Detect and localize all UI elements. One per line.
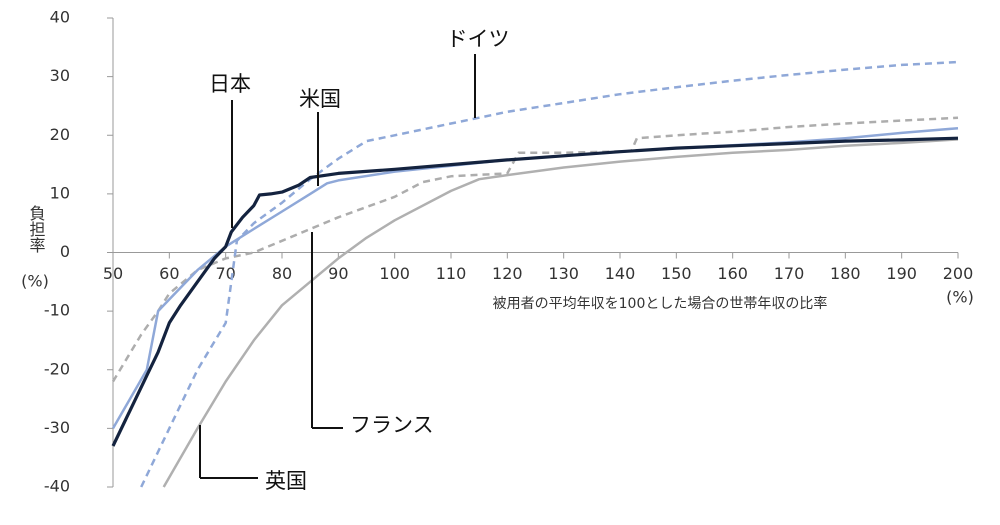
y-axis-unit: (%) [21,272,49,291]
x-tick-label: 110 [436,264,467,283]
x-axis-unit: (%) [946,288,974,307]
y-tick-label: 30 [50,66,70,85]
x-tick-label: 100 [379,264,410,283]
series-label: フランス [350,413,434,437]
x-tick-label: 130 [548,264,579,283]
x-tick-label: 90 [328,264,348,283]
series-label: ドイツ [447,27,510,51]
series-line [111,136,959,447]
x-tick-label: 60 [159,264,179,283]
series-label: 日本 [209,72,251,96]
y-axis-label: 負担率 [27,205,46,253]
y-tick-label: -40 [44,477,70,496]
x-axis-label: 被用者の平均年収を100とした場合の世帯年収の比率 [493,295,828,312]
series-line [140,60,959,488]
series-label: 米国 [299,87,341,111]
series-label: 英国 [265,469,307,493]
y-tick-label: 0 [60,242,70,261]
series-line [162,138,959,488]
x-tick-label: 190 [886,264,917,283]
y-tick-label: 40 [50,8,70,27]
x-tick-label: 170 [774,264,805,283]
x-tick-label: 50 [103,264,123,283]
x-tick-label: 120 [492,264,523,283]
x-tick-label: 140 [605,264,636,283]
y-tick-label: 20 [50,125,70,144]
x-tick-label: 160 [717,264,748,283]
x-tick-label: 150 [661,264,692,283]
y-tick-label: -20 [44,359,70,378]
y-tick-label: -10 [44,301,70,320]
y-tick-label: 10 [50,183,70,202]
x-tick-label: 200 [943,264,974,283]
x-tick-label: 180 [830,264,861,283]
x-tick-label: 80 [272,264,292,283]
y-tick-label: -30 [44,418,70,437]
